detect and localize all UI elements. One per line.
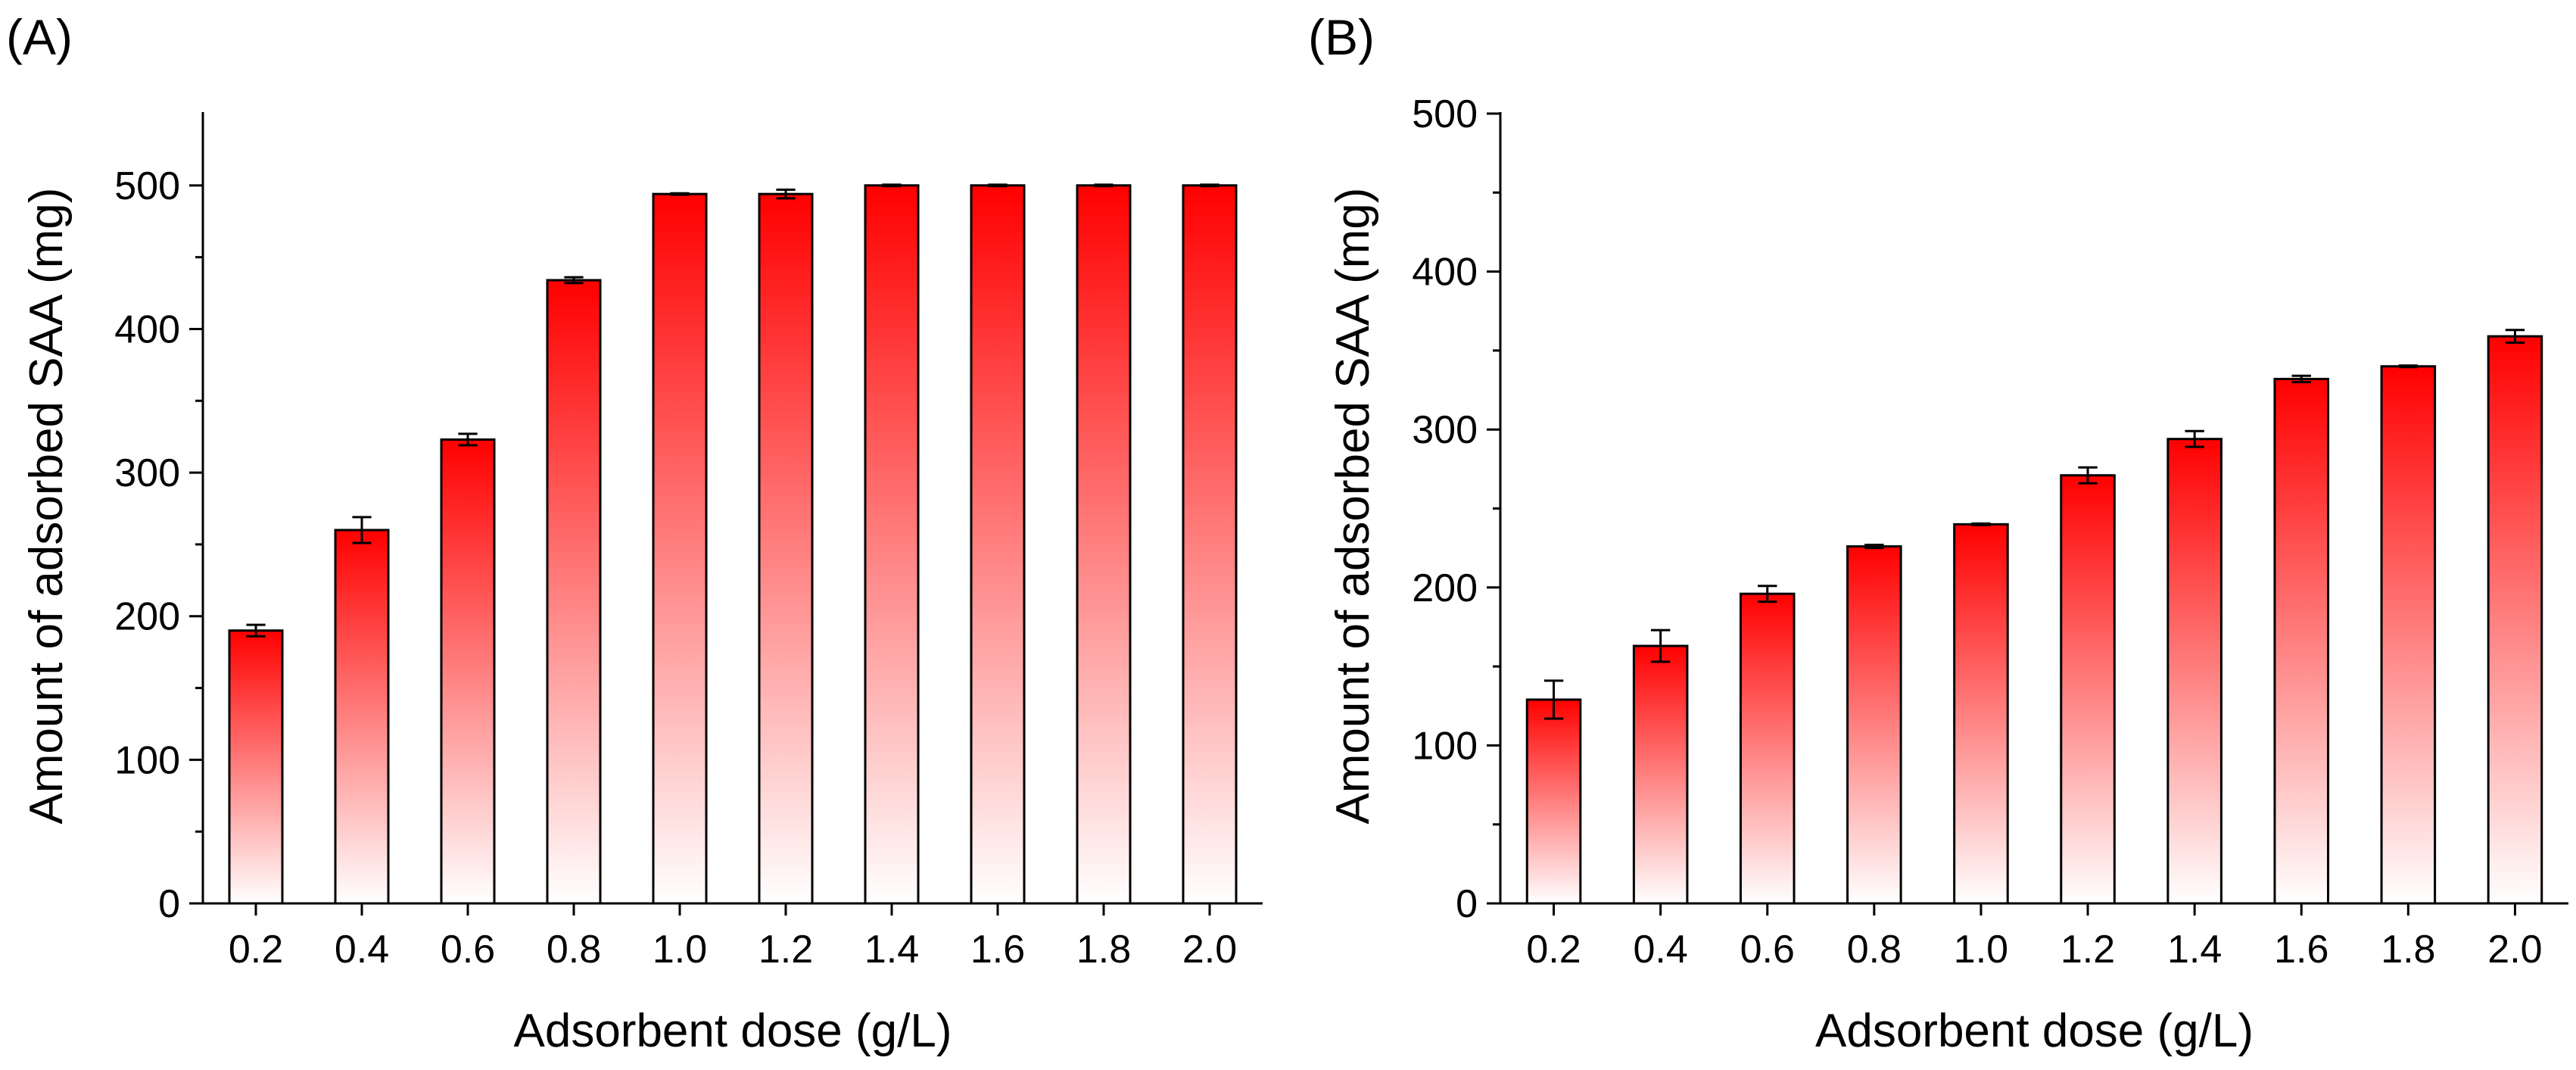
y-tick-label: 400 (114, 307, 180, 351)
error-bar (1971, 522, 1991, 526)
bar (1739, 592, 1796, 905)
bar (1182, 184, 1238, 905)
y-tick-label: 500 (1412, 92, 1478, 136)
bar (2060, 474, 2116, 905)
x-tick-label: 0.6 (441, 928, 495, 972)
bar (334, 529, 390, 905)
error-bar (1650, 629, 1671, 663)
x-tick-label: 0.8 (1847, 928, 1902, 972)
x-tick-label: 1.0 (1954, 928, 2008, 972)
error-bar (988, 183, 1008, 188)
y-axis-title: Amount of adsorbed SAA (mg) (20, 188, 73, 825)
y-tick-label: 0 (1456, 882, 1478, 926)
panel-b-label: (B) (1308, 9, 1375, 65)
x-tick-label: 0.8 (547, 928, 601, 972)
y-axis-title: Amount of adsorbed SAA (mg) (1327, 188, 1379, 825)
bar (1632, 644, 1689, 905)
bar (864, 184, 920, 905)
x-tick-label: 1.4 (864, 928, 919, 972)
error-bar (2398, 364, 2419, 369)
error-bar (1543, 679, 1564, 720)
chart-a: 0.2 0.4 0.6 0.8 1.0 1.2 1.4 1.6 1.8 2.0 0 100 200 300… (20, 112, 1263, 1057)
x-tick-label: 0.2 (1526, 928, 1581, 972)
bar (546, 279, 602, 905)
y-tick-label: 300 (1412, 408, 1478, 452)
error-bar (2505, 329, 2525, 344)
error-bar (1758, 585, 1777, 604)
error-bar (352, 516, 372, 544)
y-tick-label: 100 (1412, 724, 1478, 768)
chart-b: 0.2 0.4 0.6 0.8 1.0 1.2 1.4 1.6 1.8 2.0 0 100 200 300… (1327, 92, 2568, 1057)
x-tick-label: 2.0 (1182, 928, 1237, 972)
error-bar (1094, 183, 1114, 188)
x-tick-label: 0.4 (1634, 928, 1688, 972)
error-bar (882, 183, 902, 188)
error-bar (670, 192, 690, 196)
x-tick-label: 1.2 (2060, 928, 2115, 972)
x-tick-label: 1.8 (1076, 928, 1131, 972)
bar (1525, 698, 1582, 905)
x-tick-label: 1.6 (970, 928, 1025, 972)
y-tick-label: 0 (158, 882, 180, 926)
bar (1953, 523, 2009, 905)
bar (2273, 377, 2330, 905)
y-tick-label: 200 (114, 595, 180, 639)
y-tick-label: 200 (1412, 566, 1478, 610)
bar (970, 184, 1026, 905)
error-bar (1200, 183, 1219, 188)
x-axis-title: Adsorbent dose (g/L) (513, 1005, 952, 1057)
bar (652, 192, 708, 905)
bar (228, 629, 284, 905)
error-bar (1864, 543, 1884, 550)
x-tick-label: 1.0 (653, 928, 707, 972)
x-tick-label: 1.6 (2274, 928, 2328, 972)
bar (1076, 184, 1132, 905)
error-bar (2185, 429, 2204, 448)
x-axis-title: Adsorbent dose (g/L) (1815, 1005, 2254, 1057)
bar (2380, 365, 2437, 905)
error-bar (2291, 374, 2311, 384)
bar (440, 438, 496, 905)
x-tick-label: 1.4 (2167, 928, 2222, 972)
x-tick-label: 2.0 (2487, 928, 2542, 972)
error-bar (458, 432, 478, 447)
x-tick-label: 0.2 (229, 928, 283, 972)
error-bar (776, 189, 796, 200)
y-tick-label: 300 (114, 451, 180, 495)
bar (758, 192, 814, 905)
x-tick-label: 0.6 (1740, 928, 1795, 972)
bar (1846, 545, 1902, 905)
bar (2166, 438, 2222, 905)
bar (2487, 335, 2543, 905)
error-bar (246, 623, 266, 638)
y-tick-label: 500 (114, 164, 180, 208)
panel-a-label: (A) (6, 9, 73, 65)
error-bar (2078, 466, 2098, 485)
x-tick-label: 1.8 (2381, 928, 2435, 972)
x-tick-label: 0.4 (335, 928, 389, 972)
y-tick-label: 400 (1412, 251, 1478, 295)
x-tick-label: 1.2 (758, 928, 813, 972)
y-tick-label: 100 (114, 738, 180, 782)
error-bar (564, 276, 584, 285)
